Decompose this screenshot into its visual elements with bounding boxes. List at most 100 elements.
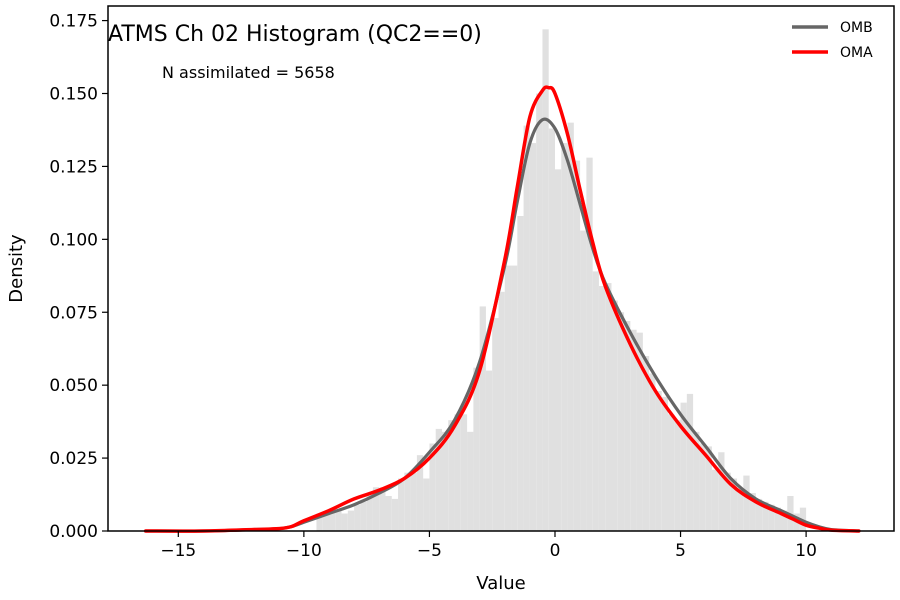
histogram-bar bbox=[322, 513, 329, 531]
histogram-bar bbox=[391, 498, 399, 531]
histogram-bar bbox=[328, 510, 336, 531]
x-tick-label: 10 bbox=[795, 541, 817, 561]
y-tick-label: 0.125 bbox=[49, 157, 98, 177]
histogram-bar bbox=[649, 373, 656, 531]
histogram-bar bbox=[724, 472, 731, 531]
axes-frame bbox=[107, 5, 895, 532]
histogram-bar bbox=[379, 490, 386, 531]
histogram-bar bbox=[592, 271, 599, 531]
legend-label-omb: OMB bbox=[840, 20, 873, 36]
histogram-bar bbox=[548, 128, 555, 531]
histogram-bar bbox=[711, 469, 719, 531]
histogram-bar bbox=[385, 496, 392, 531]
x-tick-label: −5 bbox=[417, 541, 442, 561]
histogram-bar bbox=[366, 493, 373, 531]
histogram-bar bbox=[636, 332, 643, 531]
y-axis-label: Density bbox=[6, 234, 27, 303]
histogram-bar bbox=[655, 391, 662, 531]
histogram-bar bbox=[762, 501, 769, 531]
histogram-bar bbox=[429, 443, 436, 531]
histogram-bar bbox=[693, 431, 700, 531]
histogram-bar bbox=[611, 300, 618, 531]
histogram-bar bbox=[686, 393, 694, 531]
y-tick-label: 0.025 bbox=[49, 449, 98, 469]
assimilated-count-annotation: N assimilated = 5658 bbox=[162, 63, 335, 82]
histogram-bar bbox=[580, 230, 587, 531]
histogram-bar bbox=[398, 478, 405, 531]
legend-label-oma: OMA bbox=[840, 45, 873, 61]
x-tick-label: −10 bbox=[286, 541, 322, 561]
histogram-bar bbox=[781, 510, 788, 531]
y-tick-label: 0.075 bbox=[49, 303, 98, 323]
y-axis-ticks: 0.000 0.025 0.050 0.075 0.100 0.125 0.150 0.175 bbox=[49, 12, 108, 542]
histogram-bar bbox=[617, 312, 625, 531]
histogram-bar bbox=[498, 291, 505, 531]
histogram-bar bbox=[473, 367, 480, 531]
histogram-bar bbox=[680, 402, 687, 531]
histogram-bar bbox=[624, 321, 631, 531]
histogram-bar bbox=[755, 498, 763, 531]
y-tick-label: 0.000 bbox=[49, 522, 98, 542]
histogram-bar bbox=[774, 507, 781, 531]
y-tick-label: 0.100 bbox=[49, 230, 98, 250]
x-axis-label: Value bbox=[476, 573, 525, 594]
series-line-oma bbox=[143, 85, 861, 533]
histogram-bar bbox=[460, 414, 468, 531]
histogram-bars bbox=[316, 29, 807, 532]
histogram-bar bbox=[416, 455, 424, 531]
x-tick-label: −15 bbox=[160, 541, 196, 561]
histogram-bar bbox=[561, 143, 568, 531]
histogram-bar bbox=[448, 420, 455, 531]
histogram-bar bbox=[674, 420, 681, 531]
chart-title: ATMS Ch 02 Histogram (QC2==0) bbox=[108, 22, 482, 47]
histogram-bar bbox=[341, 513, 348, 531]
histogram-bar bbox=[404, 472, 411, 531]
y-tick-label: 0.175 bbox=[49, 12, 98, 32]
histogram-bar bbox=[749, 493, 756, 531]
histogram-bar bbox=[586, 157, 593, 532]
histogram-bar bbox=[642, 356, 650, 531]
histogram-bar bbox=[517, 216, 524, 531]
histogram-bar bbox=[467, 431, 474, 531]
y-tick-label: 0.050 bbox=[49, 376, 98, 396]
legend: OMB OMA bbox=[792, 20, 873, 61]
histogram-bar bbox=[718, 452, 725, 531]
histogram-bar bbox=[316, 513, 323, 531]
y-tick-label: 0.150 bbox=[49, 85, 98, 105]
histogram-bar bbox=[730, 478, 738, 531]
histogram-bar bbox=[423, 478, 430, 531]
histogram-bar bbox=[737, 490, 744, 531]
histogram-bar bbox=[630, 329, 637, 531]
histogram-bar bbox=[529, 143, 537, 531]
histogram-bar bbox=[347, 510, 355, 531]
histogram-bar bbox=[335, 510, 342, 531]
histogram-bar bbox=[536, 93, 543, 531]
histogram-bar bbox=[360, 501, 367, 531]
histogram-bar bbox=[542, 29, 549, 532]
histogram-bar bbox=[511, 265, 518, 531]
histogram-bar bbox=[661, 396, 668, 531]
histogram-bar bbox=[492, 318, 499, 531]
x-tick-label: 0 bbox=[550, 541, 561, 561]
histogram-bar bbox=[598, 286, 606, 531]
histogram-bar bbox=[410, 472, 417, 531]
histogram-bar bbox=[605, 283, 612, 531]
histogram-bar bbox=[504, 265, 512, 531]
x-tick-label: 5 bbox=[675, 541, 686, 561]
histogram-bar bbox=[699, 443, 706, 531]
histogram-bar bbox=[743, 475, 750, 531]
histogram-bar bbox=[705, 446, 712, 531]
histogram-bar bbox=[372, 487, 380, 531]
density-curves bbox=[143, 85, 861, 533]
histogram-bar bbox=[667, 414, 675, 531]
histogram-bar bbox=[354, 504, 361, 531]
histogram-bar bbox=[554, 169, 562, 531]
x-axis-ticks: −15 −10 −5 0 5 10 bbox=[160, 531, 817, 561]
histogram-bar bbox=[435, 428, 442, 531]
histogram-bar bbox=[768, 504, 775, 531]
series-line-omb bbox=[144, 117, 861, 533]
histogram-bar bbox=[479, 306, 486, 531]
histogram-bar bbox=[573, 160, 581, 531]
histogram-bar bbox=[441, 431, 449, 531]
